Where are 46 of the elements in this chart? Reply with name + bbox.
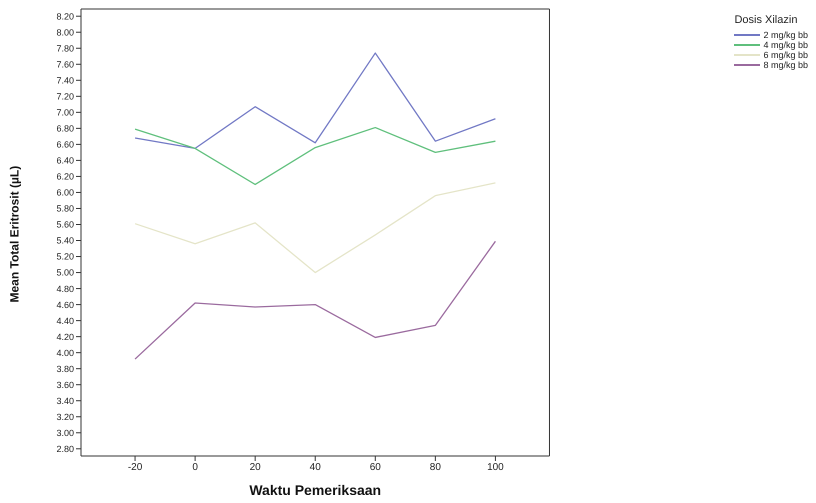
y-tick-label: 6.40 bbox=[56, 156, 74, 166]
y-tick-label: 6.20 bbox=[56, 172, 74, 182]
x-axis-title: Waktu Pemeriksaan bbox=[249, 482, 382, 498]
y-tick-label: 4.00 bbox=[56, 348, 74, 358]
y-tick-label: 6.00 bbox=[56, 188, 74, 198]
y-tick-label: 5.20 bbox=[56, 252, 74, 262]
y-tick-label: 7.80 bbox=[56, 43, 74, 54]
x-tick-label: 0 bbox=[192, 462, 198, 474]
line-series bbox=[134, 182, 496, 274]
y-tick-label: 6.60 bbox=[56, 140, 74, 150]
y-tick-label: 4.40 bbox=[56, 316, 74, 326]
y-tick-label: 6.80 bbox=[56, 124, 74, 134]
x-tick-label: 80 bbox=[430, 462, 442, 474]
x-tick-label: 20 bbox=[250, 462, 262, 474]
y-tick-label: 4.60 bbox=[56, 300, 74, 310]
y-tick-label: 5.60 bbox=[56, 220, 74, 230]
line-series bbox=[134, 126, 496, 186]
y-tick-label: 5.00 bbox=[56, 268, 74, 278]
y-tick-label: 7.40 bbox=[56, 75, 74, 86]
legend-label: 6 mg/kg bb bbox=[763, 50, 808, 60]
x-tick-label: 60 bbox=[370, 462, 382, 474]
y-tick-label: 4.20 bbox=[56, 332, 74, 342]
line-series bbox=[134, 52, 496, 150]
line-series bbox=[134, 240, 496, 360]
y-tick-label: 5.80 bbox=[56, 204, 74, 214]
legend-title: Dosis Xilazin bbox=[734, 14, 798, 26]
y-tick-label: 7.00 bbox=[56, 108, 74, 118]
y-tick-label: 4.80 bbox=[56, 284, 74, 294]
y-tick-label: 3.60 bbox=[56, 380, 74, 390]
y-tick-label: 2.80 bbox=[56, 444, 74, 454]
y-tick-label: 3.20 bbox=[56, 412, 74, 422]
legend-label: 2 mg/kg bb bbox=[763, 30, 808, 40]
y-tick-label: 5.40 bbox=[56, 236, 74, 246]
x-tick-label: -20 bbox=[128, 462, 143, 474]
y-tick-label: 7.20 bbox=[56, 92, 74, 102]
y-tick-label: 8.20 bbox=[56, 11, 74, 22]
y-tick-label: 3.40 bbox=[56, 396, 74, 406]
y-axis-title: Mean Total Eritrosit (µL) bbox=[7, 166, 22, 302]
x-tick-label: 40 bbox=[310, 462, 322, 474]
legend-label: 8 mg/kg bb bbox=[763, 60, 808, 70]
y-tick-label: 3.80 bbox=[56, 364, 74, 374]
y-tick-label: 3.00 bbox=[56, 428, 74, 438]
legend-label: 4 mg/kg bb bbox=[763, 40, 808, 50]
x-tick-label: 100 bbox=[487, 462, 504, 474]
y-tick-label: 7.60 bbox=[56, 59, 74, 70]
y-tick-label: 8.00 bbox=[56, 27, 74, 38]
